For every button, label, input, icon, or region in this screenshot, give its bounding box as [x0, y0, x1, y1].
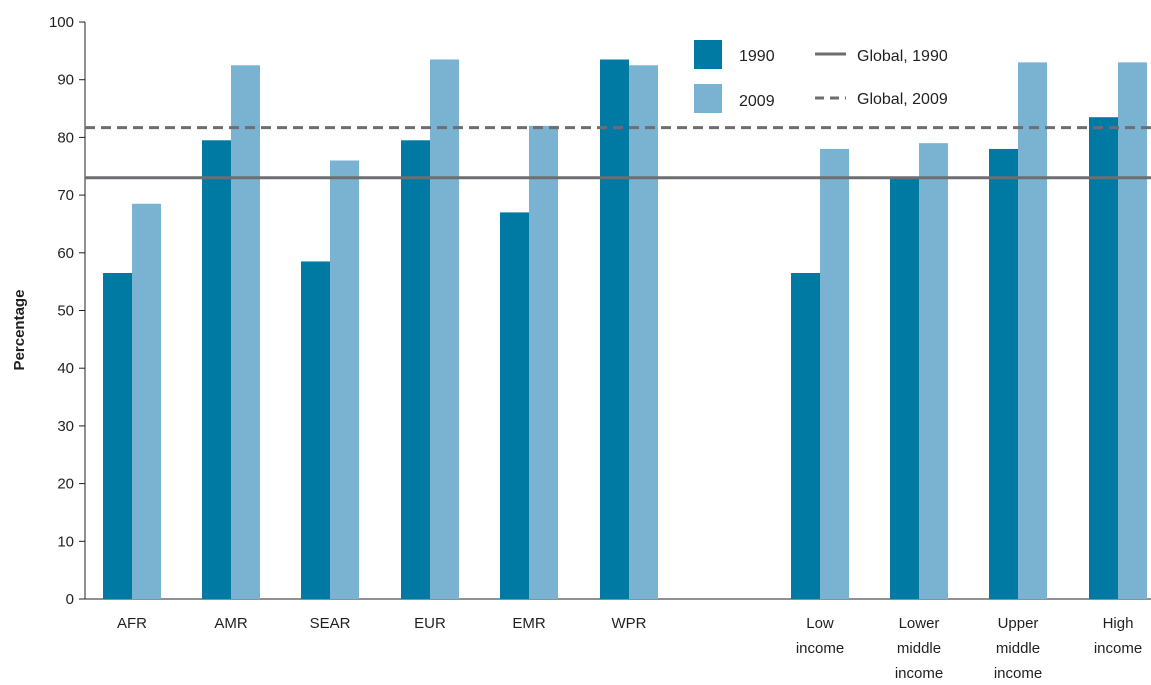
x-tick-label: income: [895, 665, 943, 682]
bar-1990-wpr: [600, 59, 629, 599]
bar-1990-upper-middle-income: [989, 148, 1018, 599]
legend-label-2009: 2009: [739, 93, 775, 110]
x-tick-labels: AFR AMR SEAR EUR EMR WPR Low income Lower middle i…: [117, 615, 1142, 682]
x-tick-label: High: [1103, 615, 1134, 632]
x-tick-label: income: [796, 640, 844, 657]
axes: Percentage: [11, 22, 1151, 600]
bar-2009-emr: [529, 125, 558, 600]
bar-2009-lower-middle-income: [919, 143, 948, 600]
x-tick-label: EMR: [512, 615, 546, 632]
legend-label-global-1990: Global, 1990: [857, 48, 948, 65]
y-tick-label: 10: [57, 533, 74, 550]
bars: [103, 59, 1147, 600]
legend-swatch-1990: [694, 40, 722, 69]
legend: 1990 2009 Global, 1990 Global, 2009: [694, 40, 948, 113]
y-tick-label: 20: [57, 476, 74, 493]
bar-2009-low-income: [820, 148, 849, 599]
x-tick-label: SEAR: [310, 615, 351, 632]
x-tick-label: AFR: [117, 615, 147, 632]
y-axis-label: Percentage: [11, 290, 28, 371]
bar-2009-sear: [330, 160, 359, 600]
y-ticks: 0 10 20 30 40 50 60 70 80 90 100: [49, 14, 85, 608]
bar-1990-amr: [202, 140, 231, 599]
y-tick-label: 50: [57, 303, 74, 320]
bar-2009-high-income: [1118, 62, 1147, 599]
bar-1990-lower-middle-income: [890, 177, 919, 600]
y-tick-label: 70: [57, 187, 74, 204]
bar-2009-wpr: [629, 65, 658, 599]
bar-2009-eur: [430, 59, 459, 599]
y-tick-label: 90: [57, 72, 74, 89]
legend-label-global-2009: Global, 2009: [857, 91, 948, 108]
x-tick-label: middle: [996, 640, 1040, 657]
bar-1990-low-income: [791, 272, 820, 599]
bar-1990-emr: [500, 212, 529, 599]
x-tick-label: Low: [806, 615, 834, 632]
x-tick-label: WPR: [612, 615, 647, 632]
bar-2009-upper-middle-income: [1018, 62, 1047, 599]
x-tick-label: income: [1094, 640, 1142, 657]
legend-label-1990: 1990: [739, 48, 775, 65]
bar-1990-afr: [103, 272, 132, 599]
bar-1990-sear: [301, 261, 330, 599]
y-tick-label: 30: [57, 418, 74, 435]
x-tick-label: AMR: [214, 615, 248, 632]
x-tick-label: EUR: [414, 615, 446, 632]
y-tick-label: 40: [57, 360, 74, 377]
bar-2009-amr: [231, 65, 260, 599]
legend-swatch-2009: [694, 84, 722, 113]
x-tick-label: income: [994, 665, 1042, 682]
y-tick-label: 100: [49, 14, 74, 31]
bar-1990-eur: [401, 140, 430, 599]
bar-1990-high-income: [1089, 117, 1118, 599]
x-tick-label: Lower: [899, 615, 940, 632]
x-tick-label: middle: [897, 640, 941, 657]
y-tick-label: 80: [57, 129, 74, 146]
x-tick-label: Upper: [998, 615, 1039, 632]
bar-2009-afr: [132, 203, 161, 599]
y-tick-label: 60: [57, 245, 74, 262]
y-tick-label: 0: [66, 591, 74, 608]
reference-lines: [85, 126, 1151, 180]
